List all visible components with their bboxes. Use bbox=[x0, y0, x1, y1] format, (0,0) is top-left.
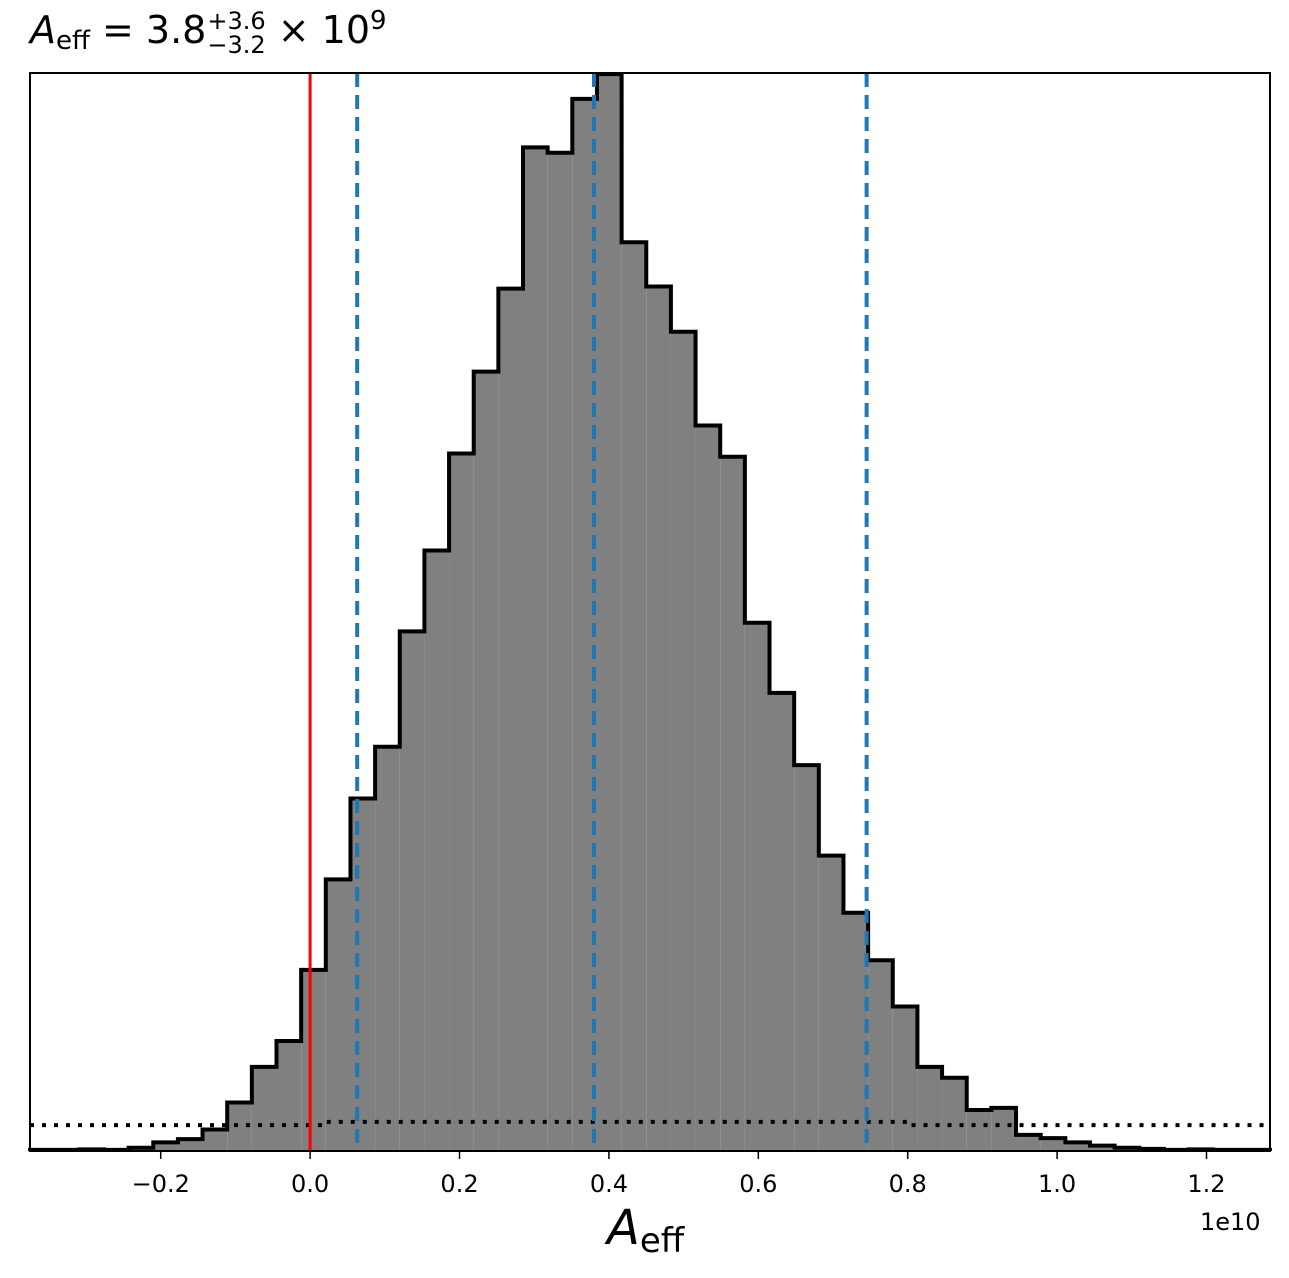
histogram-bar bbox=[892, 1006, 918, 1151]
x-tick-label: −0.2 bbox=[132, 1170, 190, 1198]
histogram-bar bbox=[794, 765, 819, 1151]
x-axis-offset-text: 1e10 bbox=[1200, 1208, 1261, 1236]
x-tick-label: 1.2 bbox=[1187, 1170, 1225, 1198]
histogram-bar bbox=[473, 371, 499, 1152]
histogram-bar bbox=[744, 622, 770, 1151]
histogram-bar bbox=[720, 456, 745, 1151]
histogram-outline bbox=[28, 72, 1272, 1152]
histogram-bar bbox=[1065, 1142, 1090, 1151]
histogram-bar bbox=[325, 879, 351, 1151]
histogram-bar bbox=[498, 288, 524, 1152]
histogram-bar bbox=[350, 798, 376, 1151]
histogram-bar bbox=[202, 1129, 228, 1151]
prior-dotted-line bbox=[30, 1119, 1270, 1128]
histogram-bar bbox=[942, 1077, 967, 1151]
histogram-bar bbox=[991, 1107, 1017, 1151]
histogram-bar bbox=[917, 1066, 943, 1151]
histogram-bar bbox=[153, 1142, 178, 1151]
histogram-bar bbox=[818, 855, 844, 1151]
histogram-bar bbox=[1016, 1134, 1041, 1151]
histogram-bar bbox=[251, 1066, 277, 1151]
histogram-bar bbox=[646, 286, 671, 1152]
histogram-bar bbox=[843, 912, 869, 1151]
histogram-bar bbox=[424, 550, 450, 1151]
histogram-bar bbox=[301, 969, 326, 1151]
histogram-bar bbox=[670, 331, 696, 1152]
histogram-bar bbox=[695, 425, 721, 1152]
histogram-bar bbox=[276, 1041, 302, 1151]
histogram-bar bbox=[868, 960, 893, 1151]
x-tick-label: 0.0 bbox=[291, 1170, 329, 1198]
histogram-bar bbox=[449, 453, 474, 1151]
x-tick-label: 1.0 bbox=[1038, 1170, 1076, 1198]
histogram-bar bbox=[177, 1139, 203, 1151]
histogram-bar bbox=[596, 74, 622, 1151]
histogram-bar bbox=[399, 631, 425, 1151]
histogram-bar bbox=[1089, 1145, 1115, 1151]
x-tick-label: 0.2 bbox=[440, 1170, 478, 1198]
plot-area bbox=[28, 72, 1272, 1152]
x-tick-label: 0.8 bbox=[889, 1170, 927, 1198]
chart-title: Aeff = 3.8 +3.6 −3.2 × 109 bbox=[30, 6, 387, 59]
histogram-bar bbox=[523, 147, 548, 1151]
plot-frame bbox=[29, 72, 1271, 1152]
x-axis-label: Aeff bbox=[607, 1200, 685, 1261]
x-axis: −0.2 0.0 0.2 0.4 0.6 0.8 1.0 1.2 bbox=[132, 1151, 1226, 1198]
histogram-bar bbox=[1040, 1138, 1066, 1151]
histogram-bar bbox=[621, 242, 647, 1152]
histogram-bar bbox=[375, 746, 400, 1151]
x-tick-label: 0.4 bbox=[590, 1170, 628, 1198]
x-tick-label: 0.6 bbox=[739, 1170, 777, 1198]
histogram-bar bbox=[547, 152, 573, 1152]
histogram-bar bbox=[966, 1110, 992, 1151]
histogram-bar bbox=[769, 692, 795, 1151]
